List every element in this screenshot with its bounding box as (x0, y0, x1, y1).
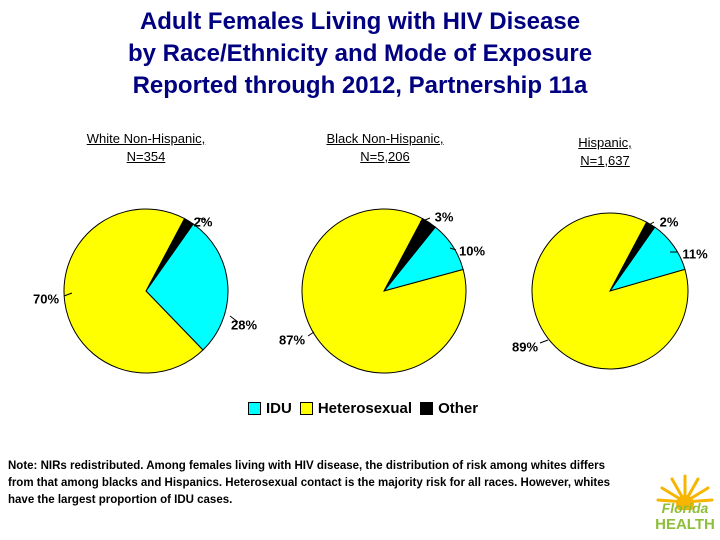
pie-black-label-other: 3% (435, 209, 454, 224)
pie-white-slice-idu (145, 223, 229, 351)
pie-subtitle-hispanic: Hispanic, N=1,637 (560, 134, 650, 170)
legend-swatch-other (420, 401, 434, 415)
pie-white-leader-idu (229, 315, 239, 323)
pie-white-leader-heterosexual (63, 292, 73, 297)
pie-hispanic-leader-other (646, 221, 655, 227)
subtitle-hispanic-count: N=1,637 (580, 153, 630, 168)
pie-white-label-heterosexual: 70% (33, 291, 59, 306)
subtitle-white-group: White Non-Hispanic, (86, 131, 206, 146)
pie-white-label-idu: 28% (231, 317, 257, 332)
pie-hispanic-label-idu: 11% (682, 246, 708, 261)
pie-white-leader-other (197, 217, 207, 221)
subtitle-black-group: Black Non-Hispanic, (326, 131, 444, 146)
florida-health-logo: Florida HEALTH (654, 470, 716, 534)
pie-black-label-idu: 10% (459, 243, 485, 258)
title-line-3: Reported through 2012, Partnership 11a (132, 72, 588, 99)
legend-item-other: Other (420, 400, 478, 417)
subtitle-black-count: N=5,206 (360, 149, 410, 164)
sun-icon (656, 474, 714, 510)
legend-label-heterosexual: Heterosexual (317, 399, 413, 417)
logo-line-health: HEALTH (655, 516, 715, 533)
subtitle-white-count: N=354 (126, 149, 166, 164)
pie-hispanic-label-other: 2% (660, 214, 679, 229)
pie-black-leader-idu (449, 247, 457, 251)
pie-subtitle-black: Black Non-Hispanic, N=5,206 (306, 130, 464, 166)
legend-label-other: Other (438, 399, 479, 417)
pie-hispanic-label-heterosexual: 89% (512, 339, 538, 354)
title-line-2: by Race/Ethnicity and Mode of Exposure (127, 40, 593, 67)
pie-white-slice-heterosexual (63, 208, 204, 374)
footnote: Note: NIRs redistributed. Among females … (8, 460, 611, 506)
legend: IDU Heterosexual Other (248, 398, 486, 418)
pie-black-label-heterosexual: 87% (279, 332, 305, 347)
pie-black-leader-other (419, 217, 431, 223)
subtitle-hispanic-group: Hispanic, (578, 135, 632, 150)
pie-hispanic-slice-heterosexual (531, 212, 689, 370)
pie-white-label-other: 2% (194, 214, 213, 229)
title-line-1: Adult Females Living with HIV Disease (139, 8, 581, 35)
legend-swatch-heterosexual (299, 401, 313, 415)
pie-hispanic-leader-heterosexual (539, 339, 549, 344)
pie-black-slice-heterosexual (301, 208, 467, 374)
logo-line-florida: Florida (661, 500, 709, 516)
pie-subtitle-white: White Non-Hispanic, N=354 (68, 130, 224, 166)
legend-swatch-idu (248, 401, 261, 415)
legend-item-idu: IDU (248, 400, 292, 417)
chart-title: Adult Females Living with HIV Disease by… (0, 6, 720, 102)
legend-item-heterosexual: Heterosexual (299, 399, 413, 417)
pie-black-leader-heterosexual (307, 331, 315, 337)
legend-label-idu: IDU (266, 399, 292, 417)
